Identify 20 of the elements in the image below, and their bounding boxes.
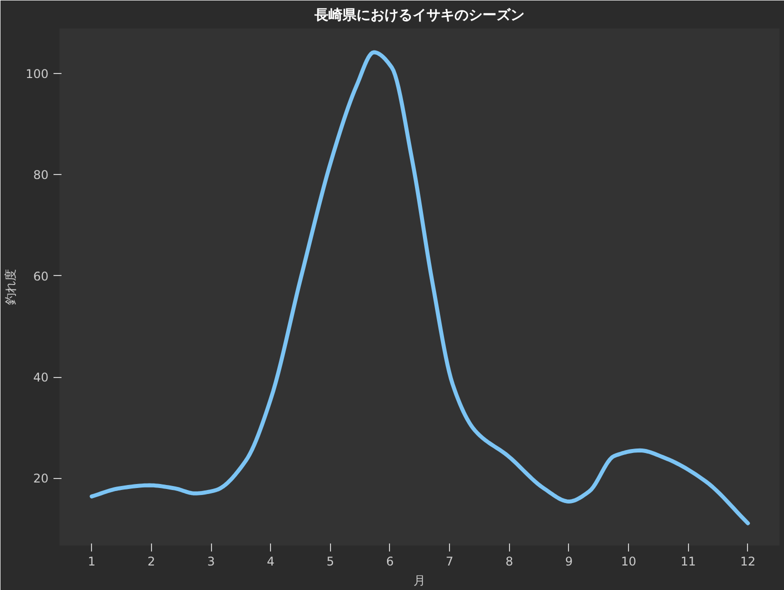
x-tick-label: 11 [680,554,696,568]
x-tick-label: 5 [326,554,334,568]
y-axis-title: 釣れ度 [4,269,18,305]
y-tick-label: 20 [33,472,49,486]
x-tick-label: 3 [207,554,215,568]
x-tick-label: 9 [565,554,573,568]
y-tick-label: 40 [33,370,49,385]
x-tick-label: 12 [740,554,756,568]
x-tick-label: 4 [266,554,274,568]
y-tick-label: 80 [33,168,49,182]
x-tick-label: 2 [148,554,156,568]
x-tick-label: 10 [620,554,636,568]
x-tick-label: 7 [446,554,454,568]
x-axis-title: 月 [414,574,426,588]
chart-title: 長崎県におけるイサキのシーズン [314,8,524,24]
x-tick-label: 1 [88,554,96,568]
y-tick-label: 60 [33,269,49,284]
y-tick-label: 100 [26,67,48,82]
x-tick-label: 8 [505,554,514,568]
x-tick-label: 6 [386,554,394,568]
